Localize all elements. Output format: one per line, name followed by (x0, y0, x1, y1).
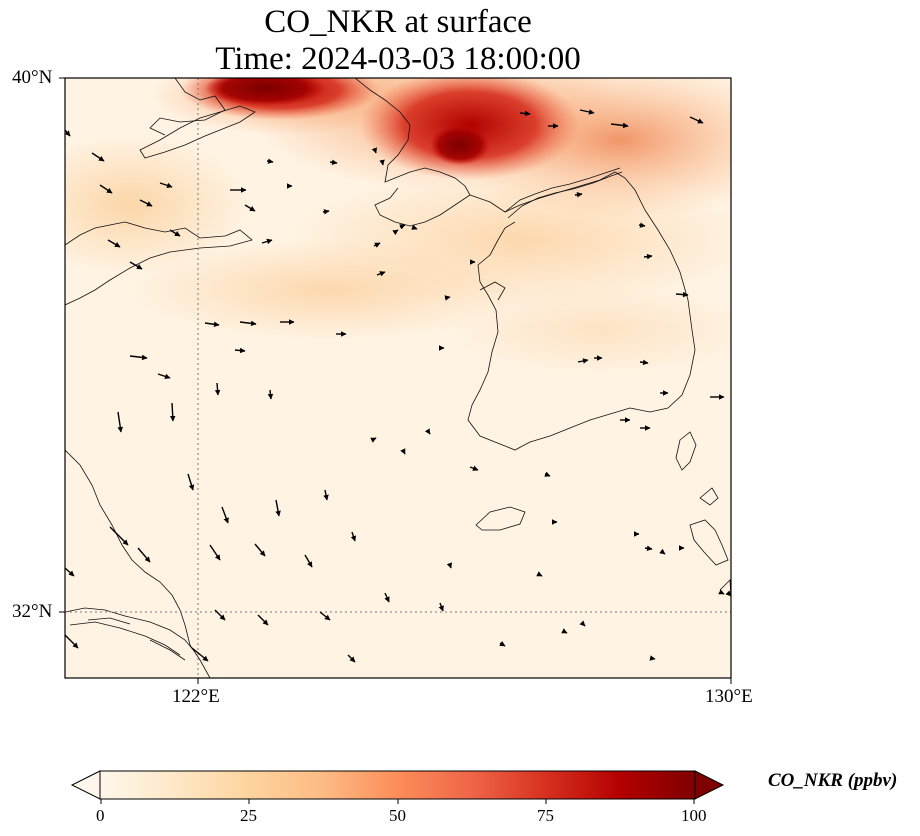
wind-vector-arrow (214, 609, 226, 621)
wind-vector-arrow (438, 602, 444, 612)
wind-vector-arrow (424, 428, 431, 435)
wind-vector-arrow (544, 471, 551, 477)
colorbar-extend-max (694, 770, 725, 800)
coastlines (65, 78, 731, 678)
wind-vector-arrow (392, 229, 399, 236)
wind-vector-arrow (446, 562, 453, 569)
colorbar-tick-25: 25 (240, 806, 257, 825)
wind-vector-arrow (275, 499, 281, 517)
wind-vector-arrow (350, 531, 357, 542)
wind-vector-arrow (107, 239, 121, 248)
lat-label-32n: 32°N (12, 601, 53, 622)
wind-vector-arrow (644, 545, 653, 552)
wind-vector-arrow (536, 571, 543, 577)
wind-vector-arrow (675, 291, 689, 298)
wind-vector-arrow (91, 152, 105, 162)
wind-vector-arrow (610, 122, 629, 129)
wind-vector-arrow (373, 242, 381, 248)
wind-vector-arrow (99, 184, 113, 194)
wind-vector-arrow (329, 159, 338, 166)
map-title: CO_NKR at surface (264, 4, 532, 40)
wind-vector-arrow (64, 567, 75, 577)
wind-vector-arrow (323, 489, 329, 501)
wind-vector-arrow (64, 634, 79, 649)
wind-vector-arrow (159, 182, 173, 189)
wind-vector-arrow (376, 271, 386, 277)
lon-label-130e: 130°E (705, 686, 753, 707)
gridlines (65, 78, 731, 678)
wind-vector-arrow (257, 614, 269, 626)
wind-vector-arrow (579, 620, 586, 627)
colorbar (70, 770, 725, 804)
wind-vector-arrow (371, 147, 378, 154)
wind-vector-arrow (234, 347, 246, 354)
wind-vector-arrow (322, 209, 330, 215)
wind-vector-arrow (109, 526, 129, 546)
map-frame (64, 77, 732, 679)
colorbar-tick-50: 50 (389, 806, 406, 825)
wind-vector-arrow (561, 628, 568, 634)
wind-vector-arrow (64, 129, 71, 137)
wind-vector-arrow (643, 253, 653, 260)
wind-vector-arrow (499, 641, 506, 647)
concentration-field (65, 78, 731, 678)
wind-vector-arrow (444, 295, 451, 301)
wind-vector-arrow (347, 654, 356, 663)
wind-vector-arrow (261, 238, 273, 245)
lat-label-40n: 40°N (12, 67, 53, 88)
wind-vector-arrow (187, 473, 195, 491)
colorbar-extend-min (70, 770, 101, 800)
axis-ticks (59, 77, 732, 684)
wind-vector-arrow (384, 592, 390, 603)
wind-vector-arrow (659, 548, 666, 555)
wind-vector-arrow (244, 204, 256, 212)
wind-vector-arrow (129, 261, 143, 270)
wind-vector-arrow (379, 159, 385, 166)
wind-vector-arrow (169, 402, 176, 422)
wind-vector-arrow (399, 224, 406, 230)
wind-vector-arrow (129, 354, 148, 361)
wind-vector-arrow (574, 191, 583, 198)
wind-vector-arrow (209, 544, 221, 561)
wind-vectors (64, 109, 732, 663)
wind-vector-arrow (469, 465, 479, 471)
map-subtitle-time: Time: 2024-03-03 18:00:00 (215, 41, 581, 77)
wind-vector-arrow (214, 382, 221, 396)
wind-vector-arrow (319, 611, 331, 621)
wind-vector-arrow (370, 437, 377, 443)
wind-vector-arrow (579, 109, 595, 115)
colorbar-tick-75: 75 (537, 806, 554, 825)
colorbar-tick-100: 100 (681, 806, 707, 825)
lon-label-122e: 122°E (172, 686, 220, 707)
wind-vector-arrow (267, 389, 274, 400)
wind-vector-arrow (157, 373, 171, 380)
wind-vector-arrow (638, 222, 646, 228)
wind-vector-arrow (137, 547, 151, 563)
colorbar-tick-0: 0 (96, 806, 105, 825)
wind-vector-arrow (239, 320, 257, 327)
wind-vector-arrow (519, 110, 531, 117)
wind-vector-arrow (139, 199, 153, 207)
colorbar-title: CO_NKR (ppbv) (768, 770, 898, 791)
wind-vector-arrow (639, 359, 649, 366)
wind-vector-arrow (169, 229, 181, 237)
wind-vector-arrow (689, 116, 704, 124)
wind-vector-arrow (400, 448, 406, 455)
wind-vector-arrow (266, 158, 274, 164)
wind-vector-arrow (191, 647, 209, 662)
wind-vector-arrow (718, 589, 725, 595)
wind-vector-arrow (254, 543, 266, 557)
wind-vector-arrow (117, 411, 124, 433)
wind-vector-arrow (649, 655, 656, 661)
wind-vector-arrow (577, 358, 589, 364)
wind-vector-arrow (304, 554, 313, 568)
colorbar-gradient (99, 770, 696, 800)
wind-vector-arrow (221, 506, 229, 524)
wind-vector-arrow (204, 321, 220, 328)
wind-vector-arrow (411, 224, 418, 230)
